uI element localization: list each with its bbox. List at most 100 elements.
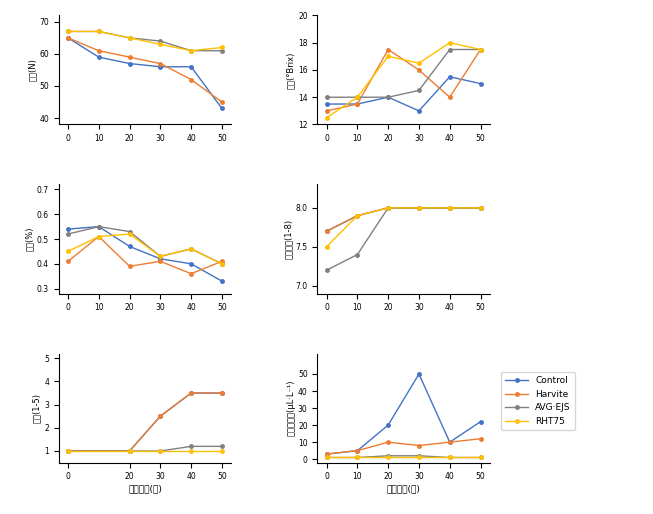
RHT75 <box>157 41 165 47</box>
Line: Control: Control <box>66 36 224 110</box>
AVG·EJS <box>323 94 330 100</box>
AVG·EJS <box>477 205 485 211</box>
Y-axis label: 당도(°Brix): 당도(°Brix) <box>286 51 295 88</box>
Line: RHT75: RHT75 <box>66 30 224 52</box>
AVG·EJS <box>125 229 133 235</box>
Line: Control: Control <box>66 391 224 453</box>
RHT75 <box>384 454 392 461</box>
AVG·EJS <box>218 261 226 267</box>
Y-axis label: 전분지수(1-8): 전분지수(1-8) <box>284 219 293 259</box>
Line: Control: Control <box>325 372 483 456</box>
Line: Control: Control <box>325 75 483 113</box>
Control <box>446 74 454 80</box>
Harvite <box>218 390 226 396</box>
Harvite <box>95 233 103 240</box>
Line: Control: Control <box>66 225 224 283</box>
Control <box>157 413 165 419</box>
RHT75 <box>95 28 103 34</box>
Harvite <box>125 54 133 60</box>
Harvite <box>64 448 72 454</box>
Control <box>95 224 103 230</box>
Control <box>187 261 195 267</box>
Control <box>415 108 423 114</box>
Harvite <box>187 390 195 396</box>
Harvite <box>95 48 103 54</box>
Control <box>323 451 330 457</box>
Control <box>218 278 226 284</box>
RHT75 <box>446 454 454 461</box>
RHT75 <box>415 60 423 66</box>
Control <box>353 213 361 219</box>
Line: AVG·EJS: AVG·EJS <box>66 30 224 52</box>
AVG·EJS <box>446 205 454 211</box>
RHT75 <box>218 448 226 454</box>
AVG·EJS <box>323 454 330 461</box>
RHT75 <box>187 48 195 54</box>
Y-axis label: 가스(1-5): 가스(1-5) <box>33 393 41 423</box>
AVG·EJS <box>477 46 485 52</box>
AVG·EJS <box>64 28 72 34</box>
Harvite <box>446 439 454 445</box>
AVG·EJS <box>157 38 165 44</box>
Harvite <box>218 258 226 264</box>
Harvite <box>157 413 165 419</box>
Control <box>477 205 485 211</box>
Control <box>446 205 454 211</box>
AVG·EJS <box>125 448 133 454</box>
AVG·EJS <box>125 35 133 41</box>
AVG·EJS <box>64 231 72 237</box>
AVG·EJS <box>95 28 103 34</box>
Control <box>187 390 195 396</box>
Y-axis label: 산도(%): 산도(%) <box>25 227 34 251</box>
Harvite <box>64 258 72 264</box>
X-axis label: 저장기간(월): 저장기간(월) <box>128 484 162 493</box>
Y-axis label: 내생에퇸렌(μL·L⁻¹): 내생에퇸렌(μL·L⁻¹) <box>286 380 295 436</box>
Harvite <box>353 448 361 454</box>
Harvite <box>477 436 485 442</box>
Line: Harvite: Harvite <box>66 235 224 276</box>
RHT75 <box>353 213 361 219</box>
Control <box>384 94 392 100</box>
AVG·EJS <box>323 267 330 273</box>
Line: Harvite: Harvite <box>66 36 224 104</box>
Line: Control: Control <box>325 206 483 233</box>
AVG·EJS <box>446 46 454 52</box>
Control <box>125 448 133 454</box>
RHT75 <box>477 454 485 461</box>
RHT75 <box>218 261 226 267</box>
Harvite <box>477 205 485 211</box>
Harvite <box>323 451 330 457</box>
Harvite <box>323 108 330 114</box>
RHT75 <box>95 233 103 240</box>
Harvite <box>187 77 195 83</box>
Control <box>64 448 72 454</box>
AVG·EJS <box>415 87 423 94</box>
Control <box>64 226 72 232</box>
Harvite <box>218 99 226 105</box>
RHT75 <box>157 253 165 260</box>
Line: AVG·EJS: AVG·EJS <box>66 445 224 453</box>
Harvite <box>157 258 165 264</box>
Line: AVG·EJS: AVG·EJS <box>66 225 224 266</box>
Control <box>64 35 72 41</box>
RHT75 <box>157 448 165 454</box>
Control <box>415 205 423 211</box>
RHT75 <box>446 40 454 46</box>
RHT75 <box>64 448 72 454</box>
Harvite <box>157 61 165 67</box>
AVG·EJS <box>477 454 485 461</box>
AVG·EJS <box>187 443 195 449</box>
RHT75 <box>323 115 330 121</box>
RHT75 <box>477 205 485 211</box>
Harvite <box>384 205 392 211</box>
Line: RHT75: RHT75 <box>325 41 483 119</box>
Harvite <box>415 205 423 211</box>
RHT75 <box>125 448 133 454</box>
Control <box>187 64 195 70</box>
Line: Harvite: Harvite <box>325 206 483 233</box>
Line: RHT75: RHT75 <box>66 232 224 266</box>
Harvite <box>384 439 392 445</box>
RHT75 <box>218 44 226 50</box>
AVG·EJS <box>353 94 361 100</box>
RHT75 <box>353 454 361 461</box>
